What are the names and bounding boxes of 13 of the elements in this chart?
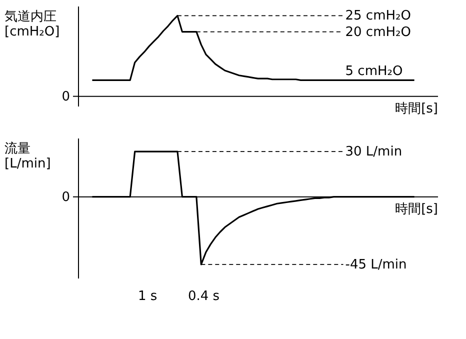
- text: 0: [62, 190, 70, 205]
- ref-line-label: 25 cmH₂O: [345, 8, 411, 24]
- text: 0: [62, 89, 70, 104]
- text: 1 s: [138, 289, 158, 304]
- y-axis-title: 流量 [L/min]: [4, 140, 51, 172]
- ref-line-label: -45 L/min: [345, 257, 407, 272]
- y-axis-title: 気道内圧 [cmH₂O]: [4, 10, 60, 40]
- annotation: 5 cmH₂O: [345, 64, 403, 80]
- x-axis-title: 時間[s]: [395, 101, 438, 116]
- ref-line-label: 20 cmH₂O: [345, 24, 411, 40]
- ref-line-label: 30 L/min: [345, 144, 402, 160]
- text: 0.4 s: [188, 289, 220, 304]
- x-axis-title: 時間[s]: [395, 202, 438, 217]
